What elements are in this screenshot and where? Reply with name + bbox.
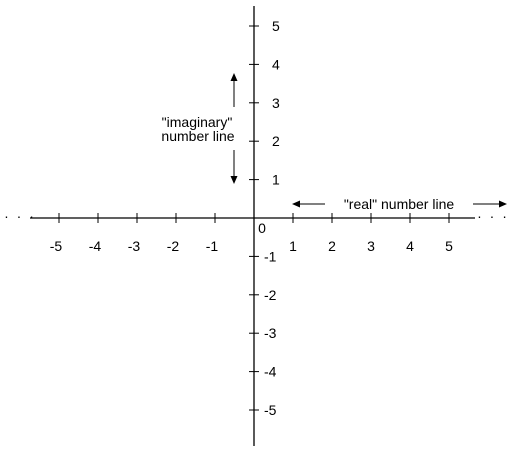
real-axis-tick-label: 4 [406, 238, 414, 254]
imaginary-axis-tick-label: 5 [272, 18, 280, 34]
real-axis-tick-label: 3 [367, 238, 375, 254]
real-axis-right-continuation: · · · [477, 208, 509, 224]
imaginary-axis-tick-label: -2 [264, 287, 277, 303]
imaginary-caption-line1: "imaginary" [162, 114, 233, 130]
real-axis-tick-label: -5 [50, 238, 63, 254]
real-axis-tick-label: 1 [289, 238, 297, 254]
imaginary-axis-tick-label: 2 [272, 133, 280, 149]
real-caption-right-arrow [473, 200, 507, 208]
imaginary-caption-down-arrow [230, 150, 238, 184]
real-axis-left-continuation: · · · [4, 208, 36, 224]
imaginary-caption-line2: number line [161, 128, 234, 144]
imaginary-axis-tick-label: -1 [264, 248, 277, 264]
imaginary-axis-ticks: 5 4 3 2 1 -1 -2 -3 -4 -5 [249, 18, 280, 418]
real-caption-left-arrow [292, 200, 325, 208]
origin-label: 0 [258, 220, 266, 236]
imaginary-axis-tick-label: -3 [264, 325, 277, 341]
imaginary-caption-up-arrow [230, 73, 238, 107]
imaginary-axis-tick-label: 4 [272, 56, 280, 72]
real-axis-tick-label: 5 [445, 238, 453, 254]
real-axis-ticks: -5 -4 -3 -2 -1 1 2 3 4 5 [50, 213, 453, 254]
imaginary-axis-tick-label: 3 [272, 95, 280, 111]
real-axis-tick-label: -2 [167, 238, 180, 254]
imaginary-axis-tick-label: -4 [264, 364, 277, 380]
real-axis-tick-label: -4 [89, 238, 102, 254]
real-axis-tick-label: 2 [328, 238, 336, 254]
real-axis-tick-label: -1 [206, 238, 219, 254]
imaginary-axis-tick-label: 1 [272, 172, 280, 188]
real-axis-tick-label: -3 [128, 238, 141, 254]
real-number-line-caption: "real" number line [344, 196, 455, 212]
imaginary-axis-tick-label: -5 [264, 402, 277, 418]
